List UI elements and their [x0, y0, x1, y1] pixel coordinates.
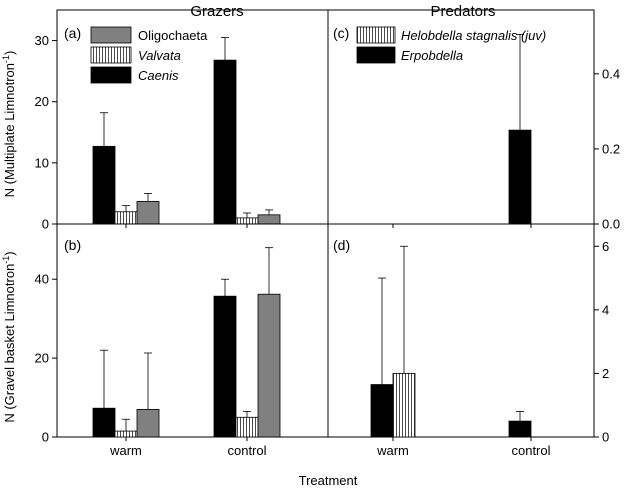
bar-a-caenis-warm — [92, 145, 116, 225]
x-tick-label-warm-right: warm — [376, 443, 409, 458]
column-title-predators: Predators — [430, 3, 495, 20]
legend-label-caenis: Caenis — [138, 68, 179, 83]
y-tick-label-a: 0 — [42, 217, 49, 232]
panel-frame-b — [56, 223, 329, 438]
panel-label-b: (b) — [64, 237, 81, 253]
legend-label-helobdella: Helobdella stagnalis (juv) — [401, 28, 546, 43]
legend-label-oligochaeta: Oligochaeta — [138, 28, 208, 43]
bar-d-helobdella-stagnalis-juv-warm — [392, 373, 416, 438]
y-tick-label-b: 40 — [35, 272, 49, 287]
x-tick-label-control-right: control — [511, 443, 550, 458]
bar-b-oligochaeta-control — [257, 293, 281, 438]
y-label-bottom-sup: -1 — [1, 256, 11, 264]
legend-swatch-oligochaeta — [90, 26, 132, 44]
legend-swatch-helobdella — [356, 26, 396, 44]
panel-b: 0 20 40 — [35, 223, 329, 445]
y-tick-label-a: 20 — [35, 94, 49, 109]
legend-swatch-valvata — [90, 46, 132, 64]
y-axis-label-top: N (Multiplate Limnotron-1) — [1, 51, 17, 198]
legend-label-erpobdella: Erpobdella — [401, 48, 463, 63]
bar-b-oligochaeta-warm — [136, 408, 160, 438]
bar-b-caenis-control — [213, 295, 237, 438]
legend-predators: Helobdella stagnalis (juv) Erpobdella — [356, 26, 546, 64]
x-axis-label: Treatment — [299, 473, 358, 488]
panel-c: 0.0 0.2 0.4 — [327, 9, 620, 232]
column-title-grazers: Grazers — [190, 3, 243, 20]
legend-swatch-erpobdella — [356, 46, 396, 64]
x-tick-label-control-left: control — [227, 443, 266, 458]
y-label-bottom-main: N (Gravel basket Limnotron — [2, 264, 17, 423]
bar-b-valvata-control — [235, 416, 259, 438]
y-tick-label-a: 30 — [35, 33, 49, 48]
y-axis-label-bottom: N (Gravel basket Limnotron-1) — [1, 251, 17, 422]
y-tick-label-c: 0.0 — [602, 217, 620, 232]
bar-d-erpobdella-control — [508, 420, 532, 438]
panel-label-a: (a) — [64, 25, 81, 41]
legend-grazers: Oligochaeta Valvata Caenis — [90, 26, 208, 84]
panel-a: 0 10 20 30 — [35, 9, 329, 232]
bar-d-erpobdella-warm — [370, 384, 394, 438]
y-label-top-main: N (Multiplate Limnotron — [2, 63, 17, 197]
y-tick-label-d: 2 — [602, 366, 609, 381]
panel-d: 0 2 4 6 — [327, 223, 609, 445]
y-tick-label-c: 0.4 — [602, 66, 620, 81]
y-label-bottom-close: ) — [2, 251, 17, 255]
bar-a-caenis-control — [213, 59, 237, 225]
y-label-top-close: ) — [2, 51, 17, 55]
bar-a-valvata-control — [235, 217, 259, 225]
y-tick-label-d: 0 — [602, 430, 609, 445]
y-tick-label-d: 4 — [602, 302, 609, 317]
bar-a-oligochaeta-control — [257, 214, 281, 225]
legend-swatch-caenis — [90, 66, 132, 84]
y-tick-label-d: 6 — [602, 239, 609, 254]
bar-a-oligochaeta-warm — [136, 200, 160, 225]
x-tick-label-warm-left: warm — [109, 443, 142, 458]
y-tick-label-a: 10 — [35, 155, 49, 170]
y-tick-label-b: 20 — [35, 351, 49, 366]
bar-a-valvata-warm — [114, 211, 138, 225]
y-label-top-sup: -1 — [1, 55, 11, 63]
panel-frame-d — [327, 223, 595, 438]
panel-label-d: (d) — [333, 237, 350, 253]
bar-c-erpobdella-control — [508, 129, 532, 225]
y-tick-label-b: 0 — [42, 430, 49, 445]
bar-b-valvata-warm — [114, 430, 138, 438]
legend-label-valvata: Valvata — [138, 48, 181, 63]
bar-b-caenis-warm — [92, 407, 116, 438]
y-tick-label-c: 0.2 — [602, 141, 620, 156]
panel-label-c: (c) — [333, 25, 349, 41]
